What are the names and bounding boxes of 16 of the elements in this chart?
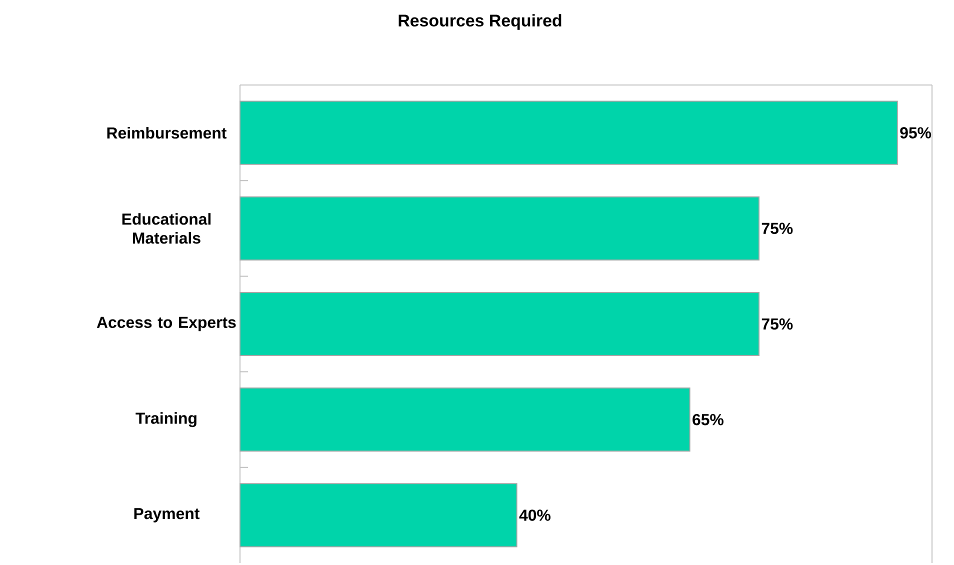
data-label: 75% xyxy=(762,222,793,234)
y-tick-label: Access to Experts xyxy=(96,316,236,332)
data-label: 65% xyxy=(692,414,724,426)
y-tick-label: Training xyxy=(136,412,196,428)
bar xyxy=(240,388,690,452)
data-label: 40% xyxy=(519,510,550,521)
chart-title: Resources Required xyxy=(398,14,562,30)
bar xyxy=(240,292,760,356)
bar xyxy=(240,483,518,548)
data-label: 95% xyxy=(900,127,932,138)
y-tick-label: Payment xyxy=(134,508,200,522)
y-tick-label: Educational Materials xyxy=(122,213,211,244)
y-tick-label: Reimbursement xyxy=(107,126,227,139)
bar xyxy=(240,196,760,260)
data-label: 75% xyxy=(762,318,793,330)
bar xyxy=(240,100,898,165)
